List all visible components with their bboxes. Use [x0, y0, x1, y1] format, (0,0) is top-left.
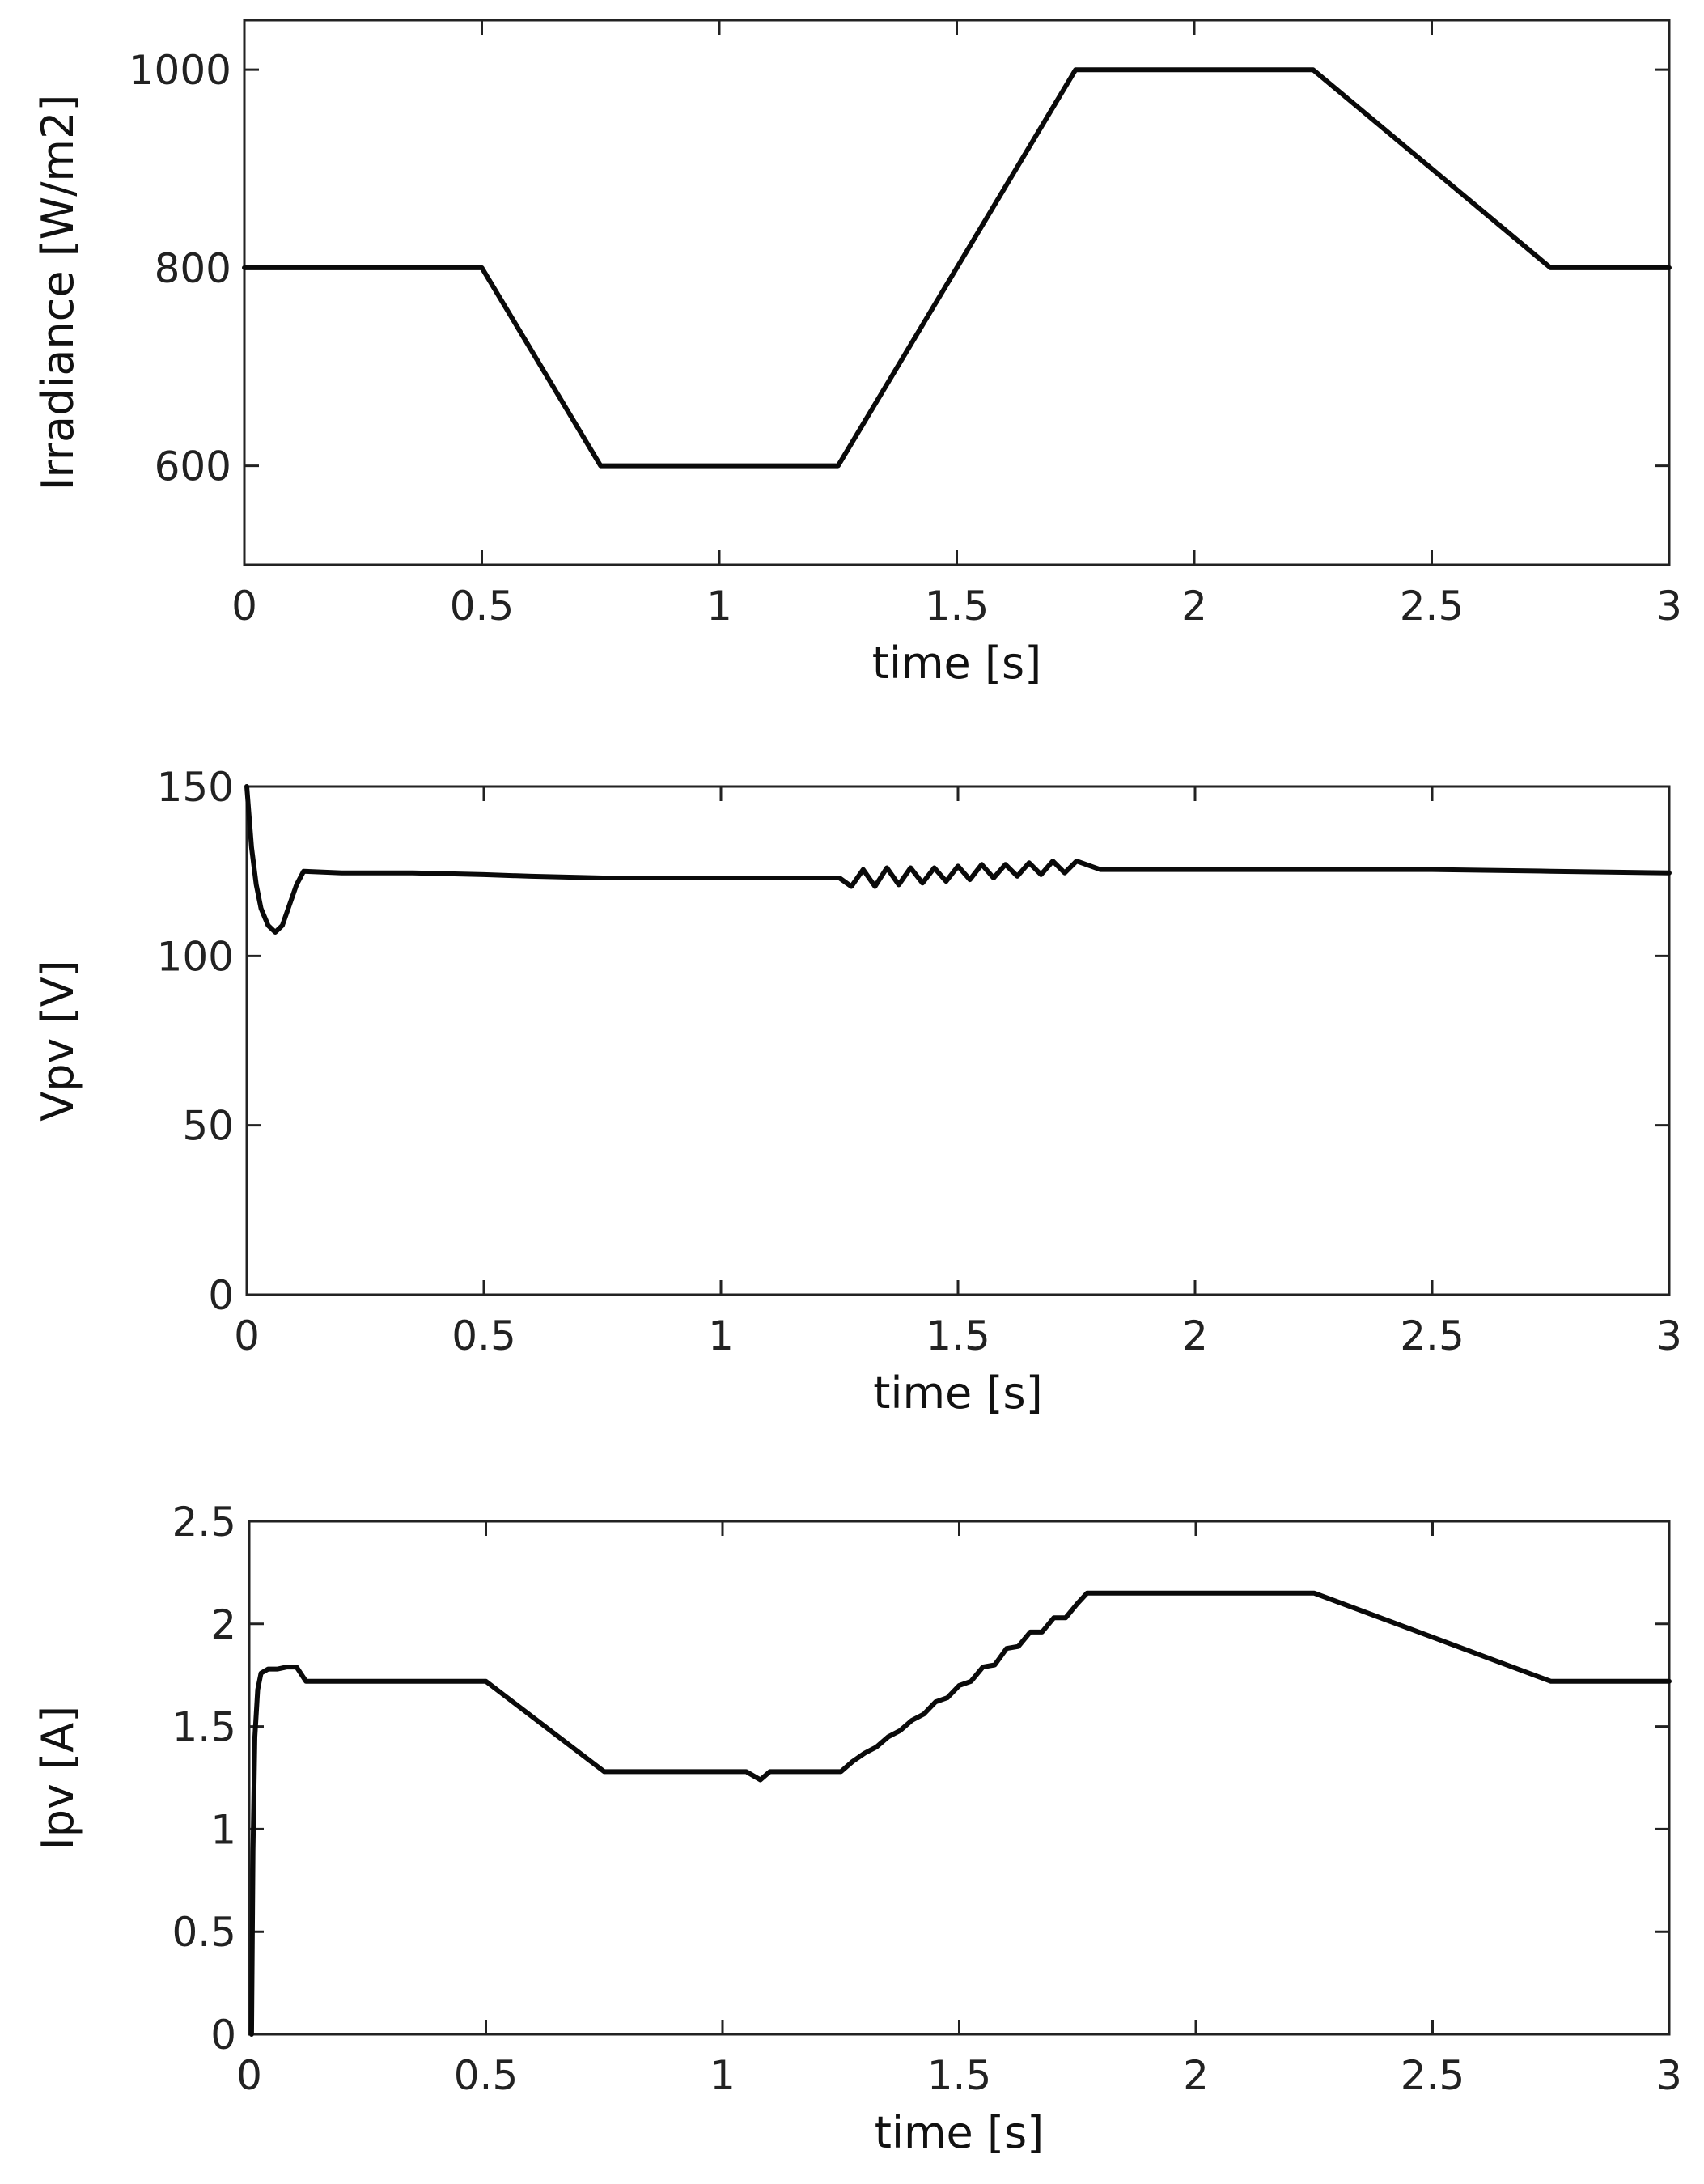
- current-x-tick-label: 2: [1183, 2052, 1209, 2099]
- voltage-y-tick-label: 150: [157, 764, 234, 811]
- current-x-tick-label: 1.5: [927, 2052, 992, 2099]
- voltage-x-tick-label: 3: [1656, 1313, 1682, 1359]
- current-x-axis-label: time [s]: [875, 2107, 1044, 2158]
- current-y-tick-label: 0.5: [172, 1909, 236, 1956]
- voltage-y-tick-label: 100: [157, 933, 234, 980]
- current-panel: 0 0.5 1 1.5 2 2.5 3 0 0.5 1 1.5 2 2.5 time [s] Ipv [A]: [32, 1499, 1682, 2158]
- current-series-line: [248, 1590, 1672, 2037]
- irradiance-x-axis-label: time [s]: [872, 638, 1041, 689]
- current-y-tick-label: 1: [210, 1806, 236, 1853]
- irradiance-y-tick-label: 1000: [129, 47, 231, 94]
- irradiance-y-tick-label: 800: [155, 245, 231, 292]
- voltage-x-tick-label: 1.5: [926, 1313, 990, 1359]
- irradiance-x-tick-label: 1.5: [925, 583, 990, 630]
- current-plot-frame: [248, 1520, 1671, 2036]
- current-y-axis-label: Ipv [A]: [32, 1706, 83, 1850]
- current-y-tick-label: 2: [210, 1601, 236, 1648]
- irradiance-series-line: [242, 67, 1672, 469]
- irradiance-x-tick-label: 2.5: [1400, 583, 1465, 630]
- voltage-x-axis-label: time [s]: [873, 1368, 1042, 1419]
- current-y-tick-label: 2.5: [172, 1499, 236, 1546]
- irradiance-y-axis-label: Irradiance [W/m2]: [32, 95, 83, 491]
- voltage-x-tick-label: 2: [1182, 1313, 1208, 1359]
- voltage-y-axis-label: Vpv [V]: [32, 960, 83, 1121]
- voltage-y-tick-label: 50: [182, 1103, 234, 1150]
- current-x-tick-label: 0.5: [454, 2052, 519, 2099]
- voltage-plot-frame: [245, 785, 1671, 1296]
- irradiance-x-tick-label: 3: [1656, 583, 1682, 630]
- current-x-tick-label: 0: [236, 2052, 262, 2099]
- voltage-x-tick-label: 2.5: [1400, 1313, 1465, 1359]
- irradiance-x-tick-label: 1: [706, 583, 732, 630]
- voltage-x-tick-label: 1: [708, 1313, 734, 1359]
- voltage-y-tick-label: 0: [208, 1272, 234, 1319]
- irradiance-x-tick-label: 0.5: [450, 583, 515, 630]
- current-y-tick-label: 1.5: [172, 1704, 236, 1751]
- voltage-x-tick-label: 0.5: [451, 1313, 516, 1359]
- irradiance-x-tick-label: 0: [231, 583, 257, 630]
- current-y-tick-label: 0: [210, 2012, 236, 2059]
- irradiance-x-tick-label: 2: [1181, 583, 1207, 630]
- voltage-panel: 0 0.5 1 1.5 2 2.5 3 0 50 100 150 time [s] Vpv [V]: [32, 764, 1682, 1419]
- current-x-tick-label: 3: [1656, 2052, 1682, 2099]
- current-x-tick-label: 2.5: [1401, 2052, 1465, 2099]
- irradiance-plot-frame: [243, 19, 1671, 566]
- current-x-tick-label: 1: [710, 2052, 735, 2099]
- voltage-series-line: [244, 784, 1672, 935]
- voltage-x-tick-label: 0: [234, 1313, 260, 1359]
- irradiance-panel: 0 0.5 1 1.5 2 2.5 3 600 800 1000 time [s] Irradianc…: [32, 19, 1682, 689]
- irradiance-y-tick-label: 600: [155, 443, 231, 490]
